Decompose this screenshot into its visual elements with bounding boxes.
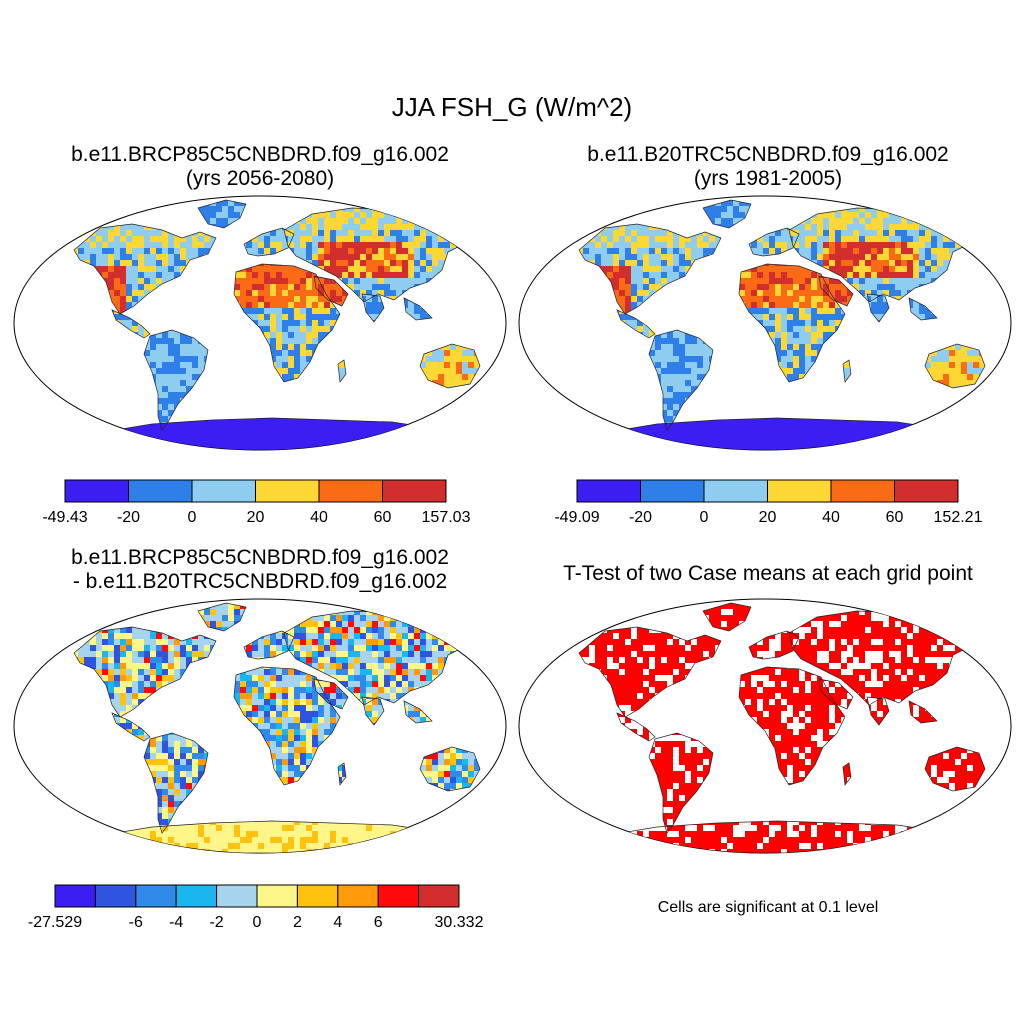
colorbar-difference: -27.529 -6 -4 -2 0 2 4 6 30.332 xyxy=(28,884,484,931)
colorbar-swatch xyxy=(175,884,218,908)
colorbar-tick-label: 20 xyxy=(247,509,265,526)
panel-difference-title-line1: b.e11.BRCP85C5CNBDRD.f09_g16.002 xyxy=(71,546,449,569)
colorbar-tick-label: 4 xyxy=(333,914,342,931)
panel-difference-title: b.e11.BRCP85C5CNBDRD.f09_g16.002 - b.e11… xyxy=(10,546,510,594)
colorbar-tick-label: 0 xyxy=(700,509,709,526)
colorbar-tick-label: -27.529 xyxy=(28,914,82,931)
colorbar-tick-label: 6 xyxy=(374,914,383,931)
colorbar-tick-label: 20 xyxy=(759,509,777,526)
colorbar-tick-label: 60 xyxy=(374,509,392,526)
colorbar-tick-label: -20 xyxy=(117,509,140,526)
colorbar-swatch xyxy=(64,479,129,503)
panel-control-title-line1: b.e11.B20TRC5CNBDRD.f09_g16.002 xyxy=(587,143,949,166)
map-difference xyxy=(13,598,507,854)
colorbar-tick-label: -6 xyxy=(129,914,143,931)
panel-case-title: b.e11.BRCP85C5CNBDRD.f09_g16.002 (yrs 20… xyxy=(10,143,510,191)
colorbar-tick-label: 152.21 xyxy=(934,509,983,526)
colorbar-swatch xyxy=(377,884,420,908)
panel-case-title-line1: b.e11.BRCP85C5CNBDRD.f09_g16.002 xyxy=(71,143,449,166)
colorbar-swatch xyxy=(135,884,177,908)
colorbar-tick-label: 157.03 xyxy=(422,509,471,526)
colorbar-tick-label: -49.09 xyxy=(554,509,599,526)
colorbar-tick-label: 0 xyxy=(253,914,262,931)
panel-control-title: b.e11.B20TRC5CNBDRD.f09_g16.002 (yrs 198… xyxy=(518,143,1018,191)
colorbar-swatch xyxy=(94,884,137,908)
colorbar-swatch xyxy=(296,884,339,908)
colorbar-swatch xyxy=(830,479,895,503)
colorbar-swatch xyxy=(128,479,193,503)
colorbar-tick-label: -20 xyxy=(629,509,652,526)
colorbar-tick-label: 60 xyxy=(886,509,904,526)
colorbar-swatch xyxy=(382,479,447,503)
colorbar-swatch xyxy=(767,479,832,503)
colorbar-swatch xyxy=(640,479,705,503)
colorbar-tick-label: 30.332 xyxy=(435,914,484,931)
panel-case-title-line2: (yrs 2056-2080) xyxy=(185,167,335,190)
colorbar-tick-label: 40 xyxy=(310,509,328,526)
panel-ttest-title-line1: T-Test of two Case means at each grid po… xyxy=(563,562,973,585)
significance-note: Cells are significant at 0.1 level xyxy=(657,899,879,916)
colorbar-swatch xyxy=(191,479,256,503)
map-ttest xyxy=(518,598,1012,854)
panel-difference-title-line2: - b.e11.B20TRC5CNBDRD.f09_g16.002 xyxy=(72,570,448,593)
colorbar-control: -49.09 -20 0 20 40 60 152.21 xyxy=(554,479,983,526)
colorbar-tick-label: -2 xyxy=(209,914,223,931)
colorbar-tick-label: -4 xyxy=(169,914,183,931)
colorbar-swatch xyxy=(337,884,379,908)
colorbar-swatch xyxy=(576,479,641,503)
colorbar-swatch xyxy=(255,479,320,503)
colorbar-tick-label: 2 xyxy=(293,914,302,931)
colorbar-swatch xyxy=(318,479,383,503)
colorbar-swatch xyxy=(418,884,460,908)
panel-ttest-title: T-Test of two Case means at each grid po… xyxy=(518,562,1018,586)
panel-control-title-line2: (yrs 1981-2005) xyxy=(693,167,843,190)
colorbar-swatch xyxy=(54,884,96,908)
map-control xyxy=(518,195,1012,451)
colorbar-tick-label: 40 xyxy=(822,509,840,526)
colorbar-swatch xyxy=(894,479,959,503)
colorbar-swatch xyxy=(256,884,298,908)
colorbar-tick-label: -49.43 xyxy=(42,509,87,526)
colorbar-swatch xyxy=(216,884,258,908)
colorbar-swatch xyxy=(703,479,768,503)
figure-title: JJA FSH_G (W/m^2) xyxy=(391,92,633,122)
map-case xyxy=(13,195,507,451)
colorbar-case: -49.43 -20 0 20 40 60 157.03 xyxy=(42,479,471,526)
colorbar-tick-label: 0 xyxy=(188,509,197,526)
